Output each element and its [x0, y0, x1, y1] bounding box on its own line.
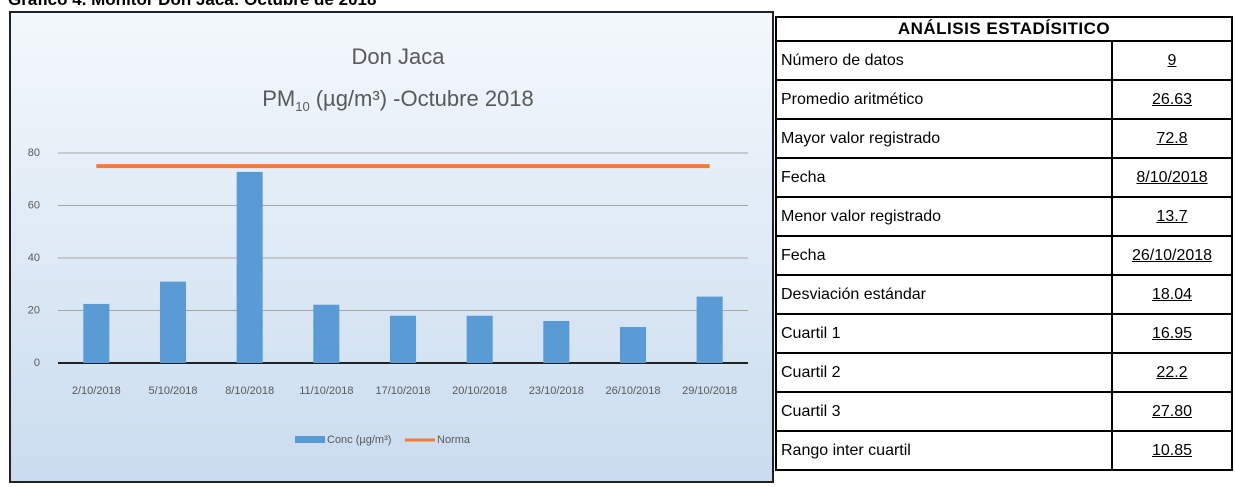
subtitle-sub: 10 — [295, 99, 309, 114]
x-tick-label: 11/10/2018 — [299, 385, 353, 397]
bar — [389, 315, 417, 363]
table-row: Cuartil 1 16.95 — [775, 313, 1233, 354]
bar — [696, 296, 723, 363]
x-tick-label: 29/10/2018 — [682, 385, 737, 397]
stat-label: Mayor valor registrado — [775, 118, 1113, 159]
stat-value: 26.63 — [1111, 79, 1233, 120]
stat-label: Fecha — [775, 157, 1113, 198]
x-tick-label: 26/10/2018 — [605, 385, 660, 397]
chart-background — [9, 11, 774, 483]
stat-label: Fecha — [775, 235, 1113, 276]
legend-label: Conc (µg/m³) — [327, 434, 391, 446]
stat-label: Desviación estándar — [775, 274, 1113, 315]
stat-label: Cuartil 2 — [775, 352, 1113, 393]
stat-label: Menor valor registrado — [775, 196, 1113, 237]
table-row: Mayor valor registrado 72.8 — [775, 118, 1233, 159]
chart-subtitle: PM10 (µg/m³) -Octubre 2018 — [262, 86, 534, 114]
table-row: Promedio aritmético 26.63 — [775, 79, 1233, 120]
stat-value: 8/10/2018 — [1111, 157, 1233, 198]
bar — [83, 303, 110, 363]
y-tick-label: 40 — [28, 252, 40, 264]
table-row: Fecha 8/10/2018 — [775, 157, 1233, 198]
stat-label: Número de datos — [775, 40, 1113, 81]
stats-table: ANÁLISIS ESTADÍSITICO Número de datos 9 Pr… — [775, 16, 1233, 471]
table-row: Rango inter cuartil 10.85 — [775, 430, 1233, 471]
x-tick-label: 8/10/2018 — [225, 385, 274, 397]
stat-value: 9 — [1111, 40, 1233, 81]
x-tick-label: 20/10/2018 — [452, 385, 507, 397]
y-tick-label: 20 — [28, 304, 40, 316]
stat-value: 72.8 — [1111, 118, 1233, 159]
x-tick-label: 23/10/2018 — [529, 385, 584, 397]
x-tick-label: 17/10/2018 — [375, 385, 430, 397]
bar — [619, 327, 647, 363]
page-heading: Gráfico 4. Monitor Don Jaca: Octubre de … — [8, 0, 376, 10]
subtitle-rest: (µg/m³) -Octubre 2018 — [316, 86, 534, 111]
stat-value: 26/10/2018 — [1111, 235, 1233, 276]
stat-value: 27.80 — [1111, 391, 1233, 432]
legend-label: Norma — [437, 434, 471, 446]
table-row: Menor valor registrado 13.7 — [775, 196, 1233, 237]
y-tick-label: 60 — [28, 199, 40, 211]
x-tick-label: 5/10/2018 — [149, 385, 198, 397]
legend-swatch — [295, 436, 325, 443]
stat-label: Rango inter cuartil — [775, 430, 1113, 471]
bar — [236, 171, 263, 363]
bar — [313, 304, 340, 363]
y-tick-label: 0 — [34, 357, 40, 369]
subtitle-main: PM — [262, 86, 295, 111]
x-tick-label: 2/10/2018 — [72, 385, 121, 397]
table-row: Desviación estándar 18.04 — [775, 274, 1233, 315]
chart-title: Don Jaca — [352, 44, 446, 69]
stat-value: 10.85 — [1111, 430, 1233, 471]
y-tick-label: 80 — [28, 147, 40, 159]
stat-label: Cuartil 1 — [775, 313, 1113, 354]
stat-label: Promedio aritmético — [775, 79, 1113, 120]
table-title: ANÁLISIS ESTADÍSITICO — [775, 16, 1233, 42]
bar — [466, 315, 493, 363]
table-row: Número de datos 9 — [775, 40, 1233, 81]
stat-value: 13.7 — [1111, 196, 1233, 237]
stat-value: 18.04 — [1111, 274, 1233, 315]
chart: Don Jaca PM10 (µg/m³) -Octubre 2018 0 20 40… — [9, 11, 774, 483]
bar — [159, 281, 187, 363]
stat-value: 16.95 — [1111, 313, 1233, 354]
stat-value: 22.2 — [1111, 352, 1233, 393]
table-row: Cuartil 2 22.2 — [775, 352, 1233, 393]
bar — [543, 321, 570, 363]
table-row: Fecha 26/10/2018 — [775, 235, 1233, 276]
stat-label: Cuartil 3 — [775, 391, 1113, 432]
table-row: Cuartil 3 27.80 — [775, 391, 1233, 432]
